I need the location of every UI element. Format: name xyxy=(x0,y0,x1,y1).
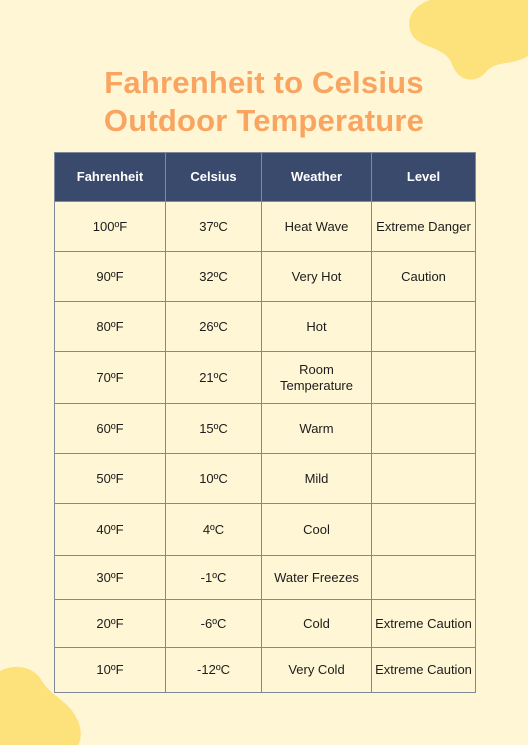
cell-fahrenheit: 60ºF xyxy=(54,403,166,454)
header-level: Level xyxy=(371,152,476,202)
cell-celsius: -6ºC xyxy=(165,599,262,648)
cell-weather: Hot xyxy=(261,301,372,352)
cell-fahrenheit: 70ºF xyxy=(54,351,166,404)
cell-level: Extreme Caution xyxy=(371,647,476,693)
table-row: 40ºF 4ºC Cool xyxy=(54,503,476,556)
cell-fahrenheit: 50ºF xyxy=(54,453,166,504)
table-row: 90ºF 32ºC Very Hot Caution xyxy=(54,251,476,302)
table-row: 70ºF 21ºC Room Temperature xyxy=(54,351,476,404)
cell-fahrenheit: 10ºF xyxy=(54,647,166,693)
table-row: 100ºF 37ºC Heat Wave Extreme Danger xyxy=(54,201,476,252)
cell-weather: Room Temperature xyxy=(261,351,372,404)
cell-celsius: 10ºC xyxy=(165,453,262,504)
cell-level xyxy=(371,351,476,404)
header-celsius: Celsius xyxy=(165,152,262,202)
cell-weather: Heat Wave xyxy=(261,201,372,252)
table-row: 20ºF -6ºC Cold Extreme Caution xyxy=(54,599,476,648)
decorative-blob-bottom xyxy=(0,666,81,745)
cell-weather: Warm xyxy=(261,403,372,454)
cell-weather: Very Hot xyxy=(261,251,372,302)
cell-celsius: -1ºC xyxy=(165,555,262,600)
cell-level: Extreme Danger xyxy=(371,201,476,252)
cell-weather: Cool xyxy=(261,503,372,556)
table-row: 80ºF 26ºC Hot xyxy=(54,301,476,352)
cell-weather: Very Cold xyxy=(261,647,372,693)
cell-celsius: 15ºC xyxy=(165,403,262,454)
table-header-row: Fahrenheit Celsius Weather Level xyxy=(54,152,476,202)
temperature-table: Fahrenheit Celsius Weather Level 100ºF 3… xyxy=(54,152,476,693)
cell-fahrenheit: 20ºF xyxy=(54,599,166,648)
cell-fahrenheit: 30ºF xyxy=(54,555,166,600)
cell-fahrenheit: 80ºF xyxy=(54,301,166,352)
header-weather: Weather xyxy=(261,152,372,202)
cell-celsius: 32ºC xyxy=(165,251,262,302)
title-line-2: Outdoor Temperature xyxy=(103,103,425,138)
cell-celsius: 26ºC xyxy=(165,301,262,352)
page-title: Fahrenheit to Celsius Outdoor Temperatur… xyxy=(0,64,528,140)
cell-level: Caution xyxy=(371,251,476,302)
cell-level xyxy=(371,301,476,352)
table-row: 10ºF -12ºC Very Cold Extreme Caution xyxy=(54,647,476,693)
table-row: 50ºF 10ºC Mild xyxy=(54,453,476,504)
cell-level: Extreme Caution xyxy=(371,599,476,648)
cell-level xyxy=(371,503,476,556)
cell-weather: Water Freezes xyxy=(261,555,372,600)
cell-fahrenheit: 40ºF xyxy=(54,503,166,556)
table-row: 60ºF 15ºC Warm xyxy=(54,403,476,454)
table-row: 30ºF -1ºC Water Freezes xyxy=(54,555,476,600)
cell-fahrenheit: 90ºF xyxy=(54,251,166,302)
title-line-1: Fahrenheit to Celsius xyxy=(104,65,424,100)
decorative-blob-top xyxy=(409,0,528,80)
cell-fahrenheit: 100ºF xyxy=(54,201,166,252)
cell-celsius: 37ºC xyxy=(165,201,262,252)
cell-celsius: -12ºC xyxy=(165,647,262,693)
cell-level xyxy=(371,555,476,600)
cell-celsius: 21ºC xyxy=(165,351,262,404)
cell-weather: Cold xyxy=(261,599,372,648)
cell-level xyxy=(371,453,476,504)
header-fahrenheit: Fahrenheit xyxy=(54,152,166,202)
cell-level xyxy=(371,403,476,454)
cell-weather: Mild xyxy=(261,453,372,504)
cell-celsius: 4ºC xyxy=(165,503,262,556)
